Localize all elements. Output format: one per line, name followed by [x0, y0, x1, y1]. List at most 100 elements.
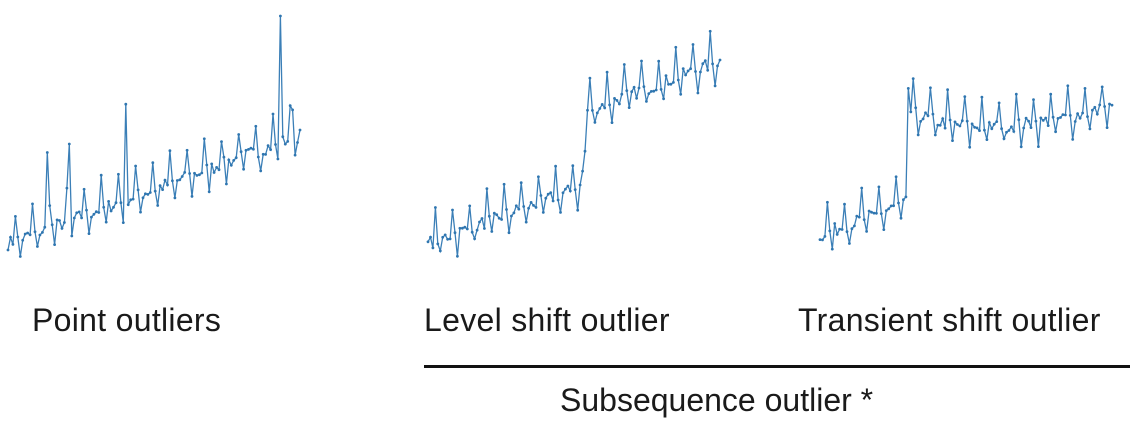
data-point: [99, 173, 103, 177]
data-point: [67, 142, 71, 146]
data-point: [573, 188, 577, 192]
data-point: [495, 213, 499, 217]
data-point: [1000, 127, 1003, 131]
data-point: [647, 92, 651, 95]
data-point: [1100, 85, 1104, 89]
data-point: [148, 191, 152, 194]
data-point: [1073, 120, 1077, 123]
data-point: [549, 191, 553, 195]
data-point: [178, 178, 182, 182]
data-point: [1103, 105, 1106, 108]
data-point: [1041, 119, 1045, 122]
data-point: [53, 243, 56, 247]
data-point: [117, 172, 120, 176]
data-point: [239, 150, 243, 154]
data-point: [446, 237, 449, 241]
data-point: [603, 106, 607, 110]
data-point: [524, 220, 528, 224]
data-point: [1105, 126, 1109, 129]
data-point: [1056, 117, 1060, 120]
data-point: [1039, 116, 1043, 120]
data-point: [48, 204, 52, 208]
data-point: [711, 62, 714, 66]
data-point: [436, 242, 440, 246]
data-point: [652, 89, 656, 93]
data-point: [448, 237, 452, 241]
data-point: [821, 238, 824, 242]
data-point: [551, 199, 555, 203]
data-point: [564, 187, 567, 191]
data-point: [461, 226, 464, 230]
data-point: [953, 120, 957, 124]
data-point: [1086, 115, 1089, 118]
data-point: [556, 198, 560, 202]
data-point: [931, 112, 935, 116]
data-point: [82, 187, 86, 191]
data-point: [586, 108, 589, 112]
data-point: [468, 204, 472, 208]
subsequence-group-rule: [424, 365, 1130, 368]
data-point: [1027, 119, 1030, 123]
data-point: [924, 111, 927, 115]
data-point: [261, 152, 265, 156]
data-point: [902, 198, 905, 202]
data-point: [958, 124, 962, 128]
data-point: [684, 73, 687, 77]
series-line: [427, 31, 721, 257]
data-point: [153, 189, 157, 193]
data-point: [865, 230, 868, 233]
data-point: [618, 102, 621, 106]
data-point: [1088, 127, 1092, 131]
data-point: [188, 172, 192, 175]
data-point: [892, 204, 895, 208]
data-point: [168, 149, 172, 153]
data-point: [26, 231, 29, 235]
data-point: [97, 211, 101, 214]
data-point: [217, 168, 221, 172]
data-point: [429, 235, 432, 239]
data-point: [963, 95, 967, 98]
data-point: [529, 201, 533, 204]
data-point: [848, 242, 851, 245]
data-point: [1110, 103, 1114, 107]
data-point: [247, 148, 250, 151]
data-point: [544, 196, 548, 200]
data-point: [1064, 113, 1067, 117]
data-point: [568, 189, 572, 193]
data-point: [911, 77, 915, 80]
data-point: [686, 69, 690, 73]
data-point: [198, 173, 201, 177]
data-point: [600, 103, 604, 106]
data-point: [21, 238, 25, 242]
data-point: [620, 92, 624, 96]
data-point: [207, 190, 211, 194]
data-point: [992, 122, 996, 126]
data-point: [559, 211, 562, 214]
data-point: [919, 120, 922, 123]
data-point: [519, 181, 523, 185]
data-point: [202, 137, 206, 141]
data-point: [1093, 105, 1097, 109]
data-point: [701, 62, 705, 66]
data-point: [914, 106, 918, 110]
data-point: [703, 59, 707, 63]
data-point: [875, 211, 878, 215]
data-point: [884, 209, 888, 213]
data-point: [978, 129, 981, 133]
data-point: [500, 218, 503, 221]
data-point: [121, 221, 125, 225]
data-point: [453, 231, 457, 235]
data-point: [215, 166, 219, 169]
data-point: [853, 224, 856, 228]
data-point: [480, 217, 484, 220]
data-point: [627, 106, 631, 109]
data-point: [237, 133, 241, 136]
data-point: [90, 215, 93, 219]
data-point: [1083, 87, 1087, 90]
data-point: [222, 155, 226, 159]
data-point: [1049, 92, 1053, 96]
data-point: [921, 117, 925, 121]
data-point: [1098, 103, 1102, 107]
data-point: [1091, 108, 1094, 112]
data-point: [175, 179, 179, 182]
